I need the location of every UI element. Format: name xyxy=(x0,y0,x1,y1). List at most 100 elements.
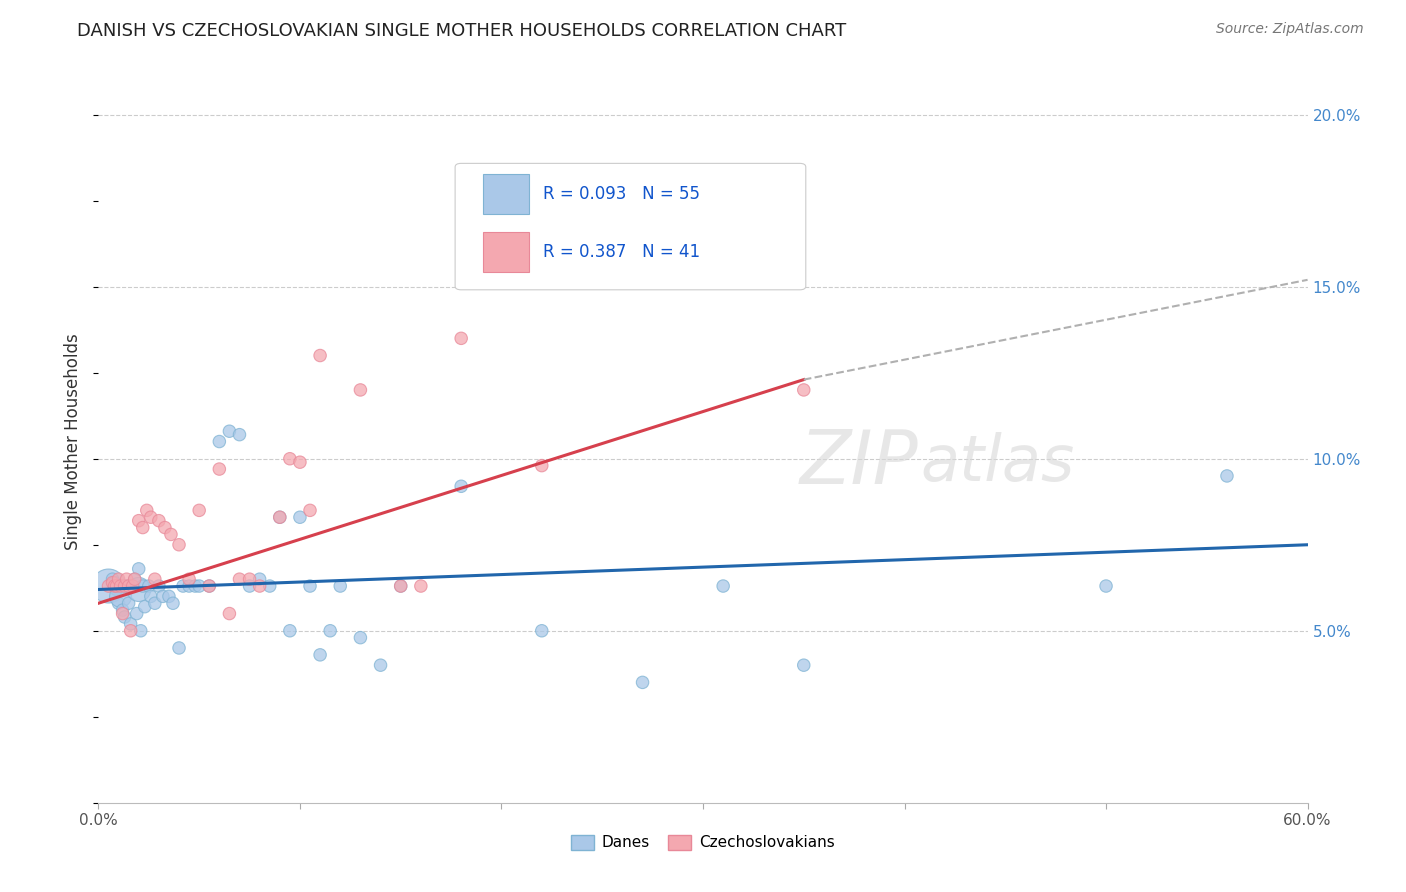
Point xyxy=(110,590,132,604)
Point xyxy=(105,579,128,593)
Point xyxy=(389,579,412,593)
Point xyxy=(1216,469,1239,483)
Point xyxy=(349,383,371,397)
Point xyxy=(450,479,472,493)
Point xyxy=(139,510,162,524)
Point xyxy=(530,458,553,473)
FancyBboxPatch shape xyxy=(456,163,806,290)
Point xyxy=(198,579,221,593)
Text: R = 0.387   N = 41: R = 0.387 N = 41 xyxy=(543,243,700,260)
Point xyxy=(239,572,262,586)
Point xyxy=(101,572,124,586)
Point xyxy=(208,434,231,449)
Point xyxy=(125,607,148,621)
Point xyxy=(1095,579,1118,593)
Point xyxy=(128,562,150,576)
Point xyxy=(138,579,160,593)
Point xyxy=(218,607,240,621)
Point xyxy=(143,596,166,610)
Text: R = 0.093   N = 55: R = 0.093 N = 55 xyxy=(543,185,700,202)
Point xyxy=(370,658,392,673)
Point xyxy=(162,596,184,610)
Point xyxy=(349,631,371,645)
Point xyxy=(148,514,170,528)
Point xyxy=(121,579,143,593)
Point xyxy=(278,451,301,466)
Point xyxy=(188,579,211,593)
Point xyxy=(103,579,125,593)
Y-axis label: Single Mother Households: Single Mother Households xyxy=(65,334,83,549)
Point xyxy=(288,510,311,524)
Point xyxy=(115,572,138,586)
Point xyxy=(111,607,134,621)
Point xyxy=(129,624,152,638)
Point xyxy=(118,579,141,593)
Point xyxy=(179,572,201,586)
Point xyxy=(188,503,211,517)
Point xyxy=(269,510,291,524)
Point xyxy=(132,520,155,534)
Point xyxy=(228,572,250,586)
Point xyxy=(111,603,134,617)
Bar xyxy=(482,232,529,272)
Point xyxy=(208,462,231,476)
Point xyxy=(278,624,301,638)
Text: Source: ZipAtlas.com: Source: ZipAtlas.com xyxy=(1216,22,1364,37)
Point xyxy=(115,579,138,593)
Point xyxy=(114,610,136,624)
Point xyxy=(118,596,141,610)
Point xyxy=(198,579,221,593)
Point xyxy=(157,590,180,604)
Point xyxy=(101,575,124,590)
Point xyxy=(309,349,332,363)
Point xyxy=(160,527,183,541)
Point xyxy=(139,590,162,604)
Point xyxy=(179,579,201,593)
Point xyxy=(107,596,129,610)
Point xyxy=(172,579,194,593)
Point xyxy=(97,579,120,593)
Point xyxy=(711,579,734,593)
Point xyxy=(288,455,311,469)
Point xyxy=(329,579,352,593)
Point xyxy=(167,538,190,552)
Point xyxy=(134,599,156,614)
Point xyxy=(120,616,142,631)
Point xyxy=(107,572,129,586)
Legend: Danes, Czechoslovakians: Danes, Czechoslovakians xyxy=(565,829,841,856)
Point xyxy=(450,331,472,345)
Point xyxy=(97,579,120,593)
Text: atlas: atlas xyxy=(921,433,1076,494)
Point xyxy=(128,582,150,597)
Point xyxy=(132,579,155,593)
Point xyxy=(218,424,240,438)
Point xyxy=(114,579,136,593)
Point xyxy=(299,503,322,517)
Text: ZIP: ZIP xyxy=(800,427,918,500)
Point xyxy=(124,572,146,586)
Text: DANISH VS CZECHOSLOVAKIAN SINGLE MOTHER HOUSEHOLDS CORRELATION CHART: DANISH VS CZECHOSLOVAKIAN SINGLE MOTHER … xyxy=(77,22,846,40)
Point xyxy=(409,579,432,593)
Point xyxy=(135,503,157,517)
Point xyxy=(631,675,654,690)
Point xyxy=(239,579,262,593)
Point xyxy=(309,648,332,662)
Point xyxy=(793,658,815,673)
Point xyxy=(120,624,142,638)
Point xyxy=(143,572,166,586)
Point xyxy=(389,579,412,593)
Point xyxy=(121,579,143,593)
Point xyxy=(167,640,190,655)
Point xyxy=(269,510,291,524)
Point xyxy=(153,520,176,534)
Point xyxy=(128,514,150,528)
Point xyxy=(152,590,174,604)
Point xyxy=(110,579,132,593)
Point xyxy=(228,427,250,442)
Point xyxy=(124,572,146,586)
Point xyxy=(148,579,170,593)
Point xyxy=(103,575,125,590)
Point xyxy=(299,579,322,593)
Point xyxy=(184,579,207,593)
Point xyxy=(105,582,128,597)
